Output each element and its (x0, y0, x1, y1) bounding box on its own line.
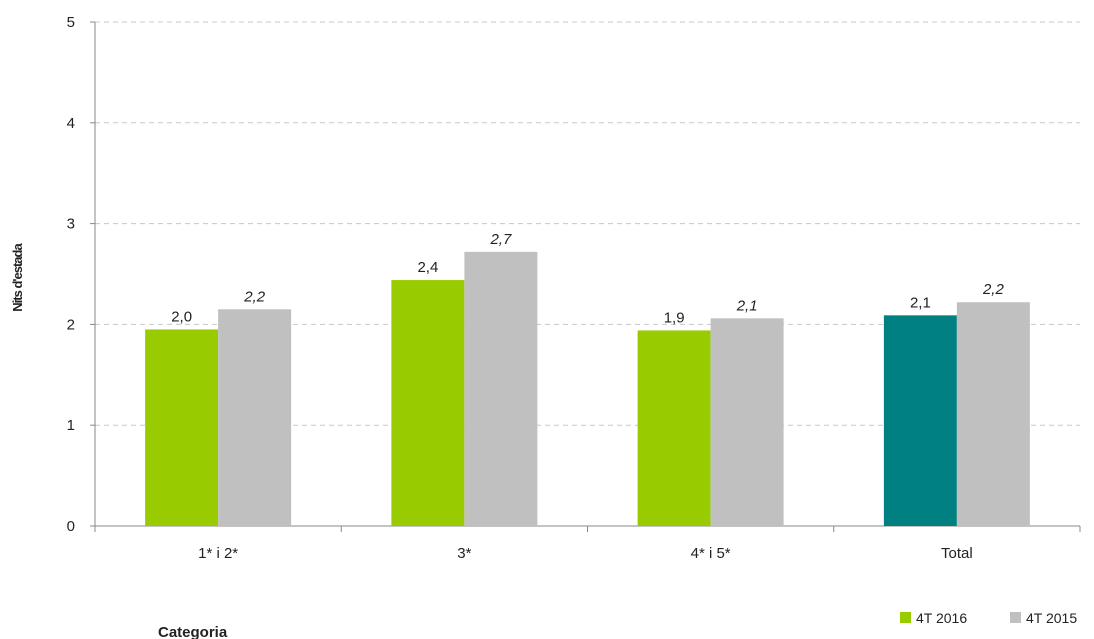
legend-swatch (1010, 612, 1021, 623)
bar (710, 318, 784, 526)
legend: 4T 2016 4T 2015 (900, 610, 1077, 626)
bar (956, 302, 1030, 526)
legend-label: 4T 2016 (916, 610, 967, 626)
y-tick-label: 2 (67, 316, 75, 333)
x-tick-label: 4* i 5* (691, 545, 731, 562)
y-tick-label: 3 (67, 216, 75, 233)
x-tick-label: Total (941, 545, 973, 562)
bar (145, 329, 219, 526)
bar (637, 330, 711, 526)
y-tick-label: 1 (67, 417, 75, 434)
x-tick-label: 1* i 2* (198, 545, 238, 562)
y-axis: 0 1 2 3 4 5 (67, 14, 96, 535)
data-label: 2,0 (171, 308, 192, 325)
data-labels: 2,0 2,2 2,4 2,7 1,9 2,1 2,1 2,2 (171, 231, 1004, 327)
data-label: 2,2 (243, 288, 266, 305)
data-label: 2,1 (736, 297, 758, 314)
x-axis: 1* i 2* 3* 4* i 5* Total (94, 525, 1081, 562)
y-tick-label: 0 (67, 518, 75, 535)
data-label: 1,9 (664, 309, 685, 326)
y-tick-label: 4 (67, 115, 75, 132)
y-axis-title: Nits d'estada (10, 243, 25, 312)
legend-label: 4T 2015 (1026, 610, 1077, 626)
bars (145, 251, 1030, 526)
legend-swatch (900, 612, 911, 623)
data-label: 2,2 (982, 281, 1005, 298)
bar (218, 309, 292, 526)
data-label: 2,7 (489, 231, 512, 248)
x-tick-label: 3* (457, 545, 471, 562)
bar (464, 251, 538, 526)
bar (391, 280, 465, 526)
data-label: 2,4 (417, 259, 438, 276)
data-label: 2,1 (910, 294, 931, 311)
bar (883, 315, 957, 526)
x-axis-title: Categoria (158, 624, 228, 639)
y-tick-label: 5 (67, 14, 75, 31)
